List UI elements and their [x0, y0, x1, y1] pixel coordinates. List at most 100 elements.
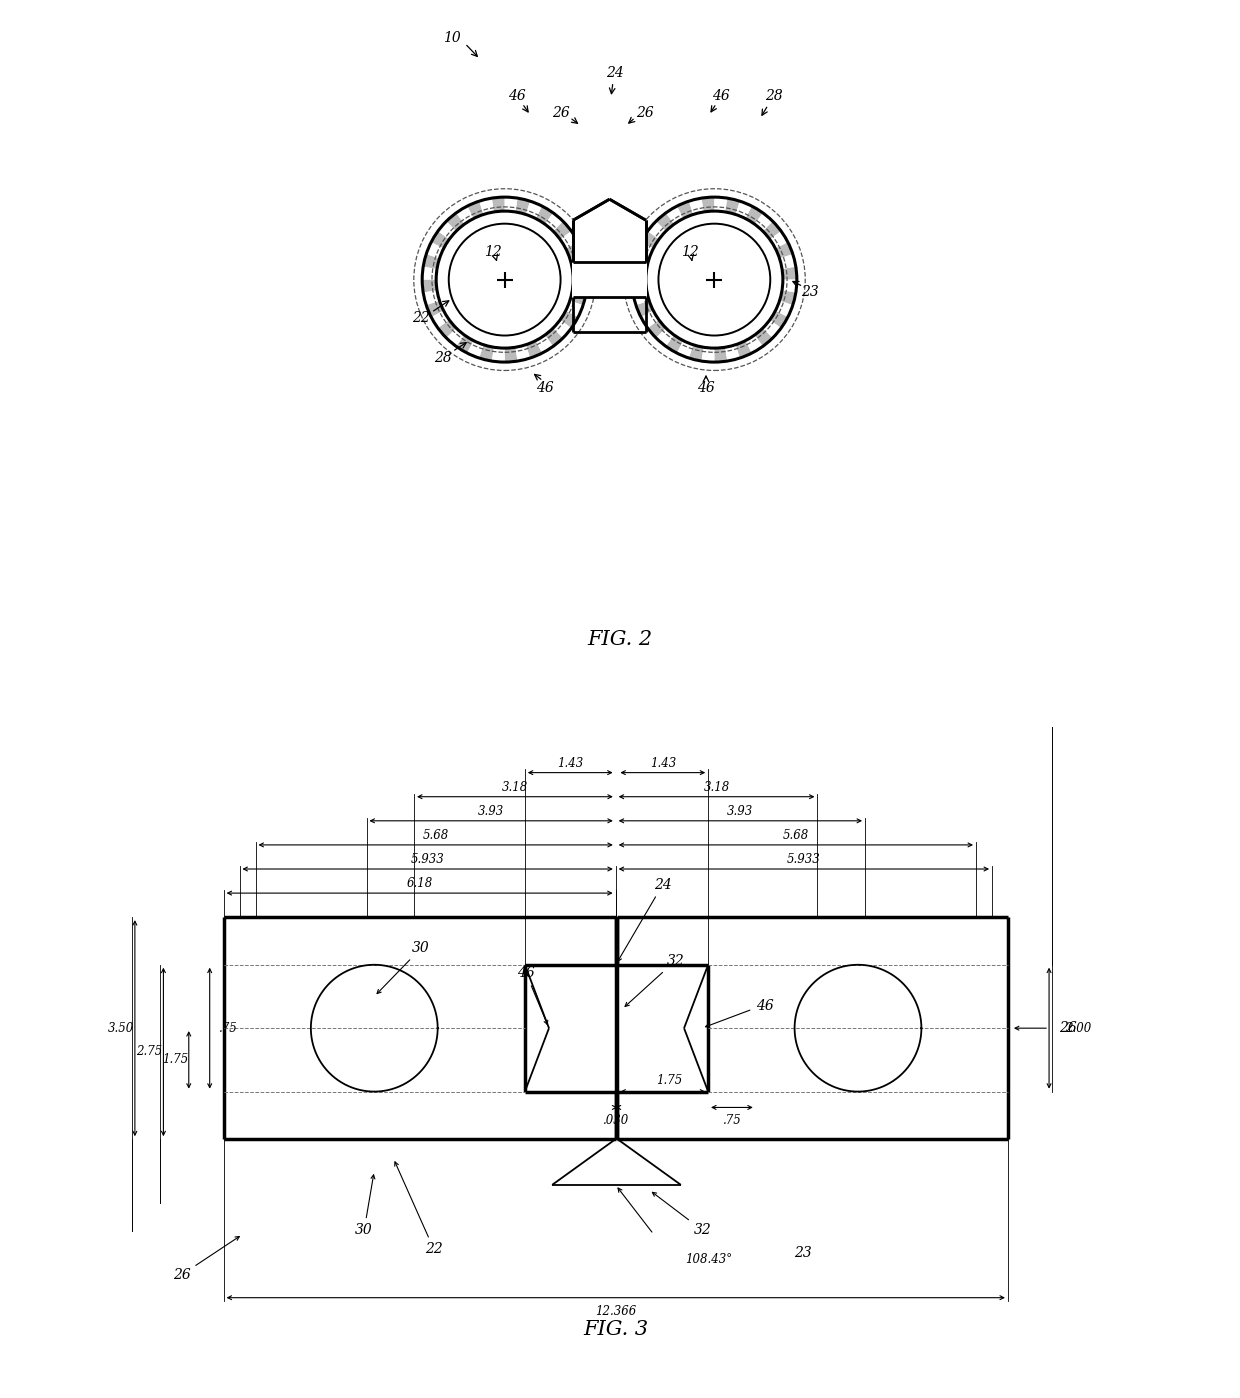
Wedge shape — [632, 267, 647, 280]
Text: .75: .75 — [723, 1114, 742, 1127]
Text: 5.933: 5.933 — [787, 853, 821, 865]
Wedge shape — [565, 301, 583, 317]
Text: 28: 28 — [434, 351, 451, 365]
Wedge shape — [689, 345, 703, 361]
Text: 26: 26 — [552, 106, 569, 120]
Wedge shape — [560, 310, 578, 329]
Wedge shape — [526, 341, 542, 358]
Wedge shape — [423, 291, 439, 305]
Text: 2.75: 2.75 — [136, 1046, 162, 1058]
Text: 6.18: 6.18 — [407, 877, 433, 891]
Wedge shape — [780, 291, 796, 305]
Text: 46: 46 — [713, 89, 730, 103]
Wedge shape — [702, 197, 714, 212]
Text: 22: 22 — [394, 1162, 443, 1257]
Wedge shape — [492, 197, 505, 212]
Wedge shape — [745, 336, 763, 354]
Wedge shape — [516, 199, 531, 214]
Wedge shape — [536, 206, 553, 224]
Wedge shape — [505, 197, 517, 212]
Polygon shape — [573, 200, 646, 263]
Wedge shape — [666, 206, 683, 224]
Wedge shape — [780, 254, 796, 268]
Wedge shape — [656, 212, 675, 231]
Wedge shape — [438, 221, 456, 239]
Text: 32: 32 — [625, 953, 684, 1007]
Wedge shape — [553, 320, 572, 338]
Wedge shape — [775, 242, 792, 259]
Wedge shape — [632, 280, 647, 292]
Wedge shape — [782, 267, 797, 280]
Text: 26: 26 — [1059, 1021, 1076, 1035]
Wedge shape — [725, 345, 740, 361]
Wedge shape — [432, 310, 449, 329]
Wedge shape — [763, 221, 781, 239]
Text: 24: 24 — [606, 66, 624, 81]
Text: 32: 32 — [652, 1192, 712, 1237]
Text: 5.68: 5.68 — [782, 829, 808, 842]
Text: 3.18: 3.18 — [703, 780, 729, 794]
Wedge shape — [735, 341, 751, 358]
Wedge shape — [427, 242, 444, 259]
Text: 46: 46 — [517, 966, 548, 1025]
Text: FIG. 2: FIG. 2 — [588, 630, 652, 649]
Text: 23: 23 — [801, 285, 818, 299]
Wedge shape — [636, 242, 653, 259]
Wedge shape — [677, 341, 693, 358]
Wedge shape — [479, 199, 494, 214]
Text: 5.68: 5.68 — [423, 829, 449, 842]
Text: 12.366: 12.366 — [595, 1306, 636, 1318]
Text: 5.933: 5.933 — [410, 853, 444, 865]
Text: 24: 24 — [618, 878, 672, 962]
Wedge shape — [770, 231, 787, 249]
Wedge shape — [516, 345, 531, 361]
Wedge shape — [677, 201, 693, 218]
Wedge shape — [560, 231, 578, 249]
Text: 108.43°: 108.43° — [686, 1253, 733, 1267]
Text: FIG. 3: FIG. 3 — [583, 1320, 649, 1339]
Wedge shape — [755, 212, 773, 231]
Wedge shape — [689, 199, 703, 214]
Text: 3.50: 3.50 — [108, 1022, 134, 1035]
Wedge shape — [775, 301, 792, 317]
Wedge shape — [735, 201, 751, 218]
Text: 46: 46 — [537, 380, 554, 396]
Wedge shape — [632, 254, 650, 268]
Wedge shape — [573, 267, 588, 280]
Text: 30: 30 — [377, 941, 430, 994]
Wedge shape — [632, 291, 650, 305]
Text: 46: 46 — [697, 380, 714, 396]
Wedge shape — [422, 280, 436, 292]
Text: 28: 28 — [765, 89, 782, 103]
Wedge shape — [573, 280, 588, 292]
Wedge shape — [553, 221, 572, 239]
Wedge shape — [544, 329, 563, 347]
Text: 3.18: 3.18 — [502, 780, 528, 794]
Wedge shape — [570, 254, 587, 268]
Wedge shape — [770, 310, 787, 329]
Wedge shape — [763, 320, 781, 338]
Wedge shape — [641, 231, 658, 249]
Wedge shape — [438, 320, 456, 338]
Wedge shape — [456, 336, 474, 354]
Text: 12: 12 — [681, 245, 699, 259]
Wedge shape — [647, 320, 666, 338]
Wedge shape — [714, 197, 728, 212]
Wedge shape — [702, 347, 714, 362]
Wedge shape — [446, 329, 465, 347]
Text: 3.93: 3.93 — [477, 805, 505, 818]
Wedge shape — [492, 347, 505, 362]
Wedge shape — [467, 341, 484, 358]
Wedge shape — [755, 329, 773, 347]
Wedge shape — [725, 199, 740, 214]
Text: 1.43: 1.43 — [650, 756, 676, 770]
Wedge shape — [456, 206, 474, 224]
Text: .75: .75 — [219, 1022, 238, 1035]
Wedge shape — [536, 336, 553, 354]
Wedge shape — [432, 231, 449, 249]
Wedge shape — [636, 301, 653, 317]
Wedge shape — [423, 254, 439, 268]
Text: 1.75: 1.75 — [656, 1074, 682, 1086]
Wedge shape — [544, 212, 563, 231]
Wedge shape — [526, 201, 542, 218]
